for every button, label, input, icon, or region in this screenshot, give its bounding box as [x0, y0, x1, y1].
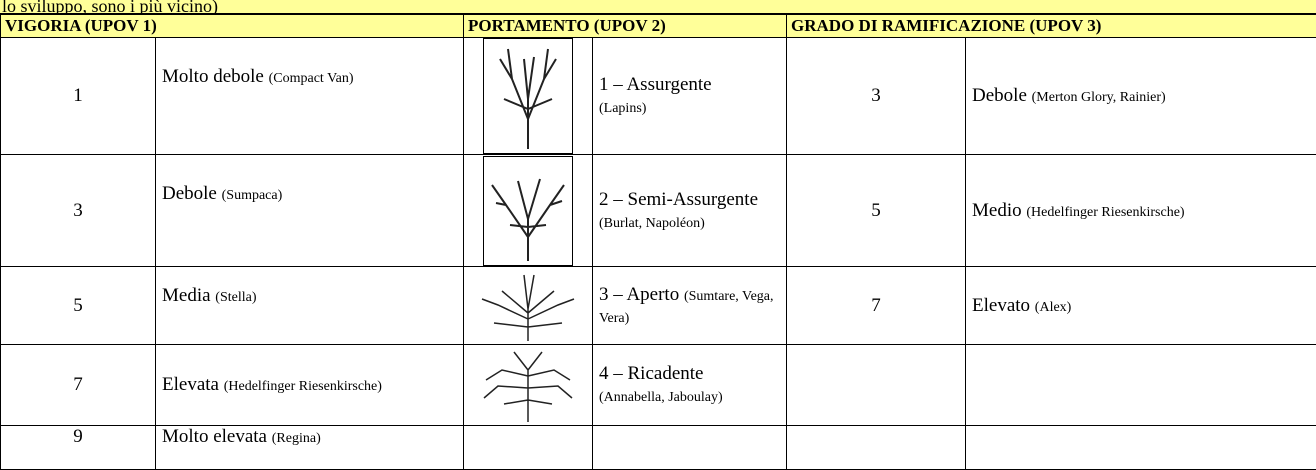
score: 1: [0, 37, 156, 155]
example: (Alex): [1034, 299, 1072, 315]
empty-cell: [591, 425, 788, 470]
empty-cell: [965, 344, 1316, 426]
label: Molto elevata: [162, 426, 267, 447]
score: 3: [786, 37, 967, 155]
score: 9: [0, 425, 156, 470]
cell: Media (Stella): [155, 266, 464, 345]
label: 2 – Semi-Assurgente: [599, 188, 759, 210]
label: Elevata: [162, 374, 219, 395]
tree-icon: [483, 155, 573, 266]
label: 4 – Ricadente: [599, 363, 704, 384]
image-cell: [463, 154, 593, 267]
tree-icon: [483, 38, 573, 154]
cell: 4 – Ricadente (Annabella, Jaboulay): [591, 344, 788, 426]
empty-cell: [463, 425, 593, 470]
example: (Sumpaca): [221, 188, 283, 203]
cell: Elevato (Alex): [965, 266, 1316, 345]
cell: Debole (Merton Glory, Rainier): [965, 37, 1316, 155]
label: 1 – Assurgente: [599, 74, 712, 95]
image-cell: [463, 266, 593, 345]
example: (Lapins): [599, 101, 647, 116]
empty-cell: [786, 425, 967, 470]
cell: Debole (Sumpaca): [155, 154, 464, 267]
example: (Burlat, Napoléon): [599, 215, 705, 231]
example: (Sumtare, Vega, Vera): [599, 288, 774, 326]
cell: Medio (Hedelfinger Riesenkirsche): [965, 154, 1316, 267]
score: 7: [786, 266, 967, 345]
header: PORTAMENTO (UPOV 2): [462, 14, 788, 38]
label: Debole: [972, 85, 1027, 106]
header: VIGORIA (UPOV 1): [0, 14, 464, 38]
example: (Regina): [271, 431, 321, 446]
cell: Elevata (Hedelfinger Riesenkirsche): [155, 344, 464, 426]
label: Debole: [162, 183, 217, 204]
empty-cell: [965, 425, 1316, 470]
label: Media: [162, 285, 211, 306]
example: (Compact Van): [268, 71, 354, 86]
example: (Merton Glory, Rainier): [1031, 90, 1166, 105]
example: (Stella): [215, 290, 257, 305]
image-cell: [463, 37, 593, 155]
example: (Hedelfinger Riesenkirsche): [223, 379, 382, 394]
tree-icon: [481, 274, 575, 341]
label: Molto debole: [162, 66, 264, 87]
label: Elevato: [972, 294, 1031, 316]
image-cell: [463, 344, 593, 426]
table: VIGORIA (UPOV 1) PORTAMENTO (UPOV 2) GRA…: [0, 14, 1316, 470]
tree-icon: [483, 351, 573, 422]
label: Medio: [972, 199, 1022, 221]
score: 3: [0, 154, 156, 267]
empty-cell: [786, 344, 967, 426]
cell: 2 – Semi-Assurgente (Burlat, Napoléon): [591, 154, 788, 267]
score: 5: [786, 154, 967, 267]
example: (Hedelfinger Riesenkirsche): [1026, 204, 1185, 220]
example: (Annabella, Jaboulay): [599, 390, 723, 405]
cell: 3 – Aperto (Sumtare, Vega, Vera): [591, 266, 788, 345]
score: 7: [0, 344, 156, 426]
header: GRADO DI RAMIFICAZIONE (UPOV 3): [786, 14, 1316, 38]
cell: Molto elevata (Regina): [155, 425, 464, 470]
cell: Molto debole (Compact Van): [155, 37, 464, 155]
label: 3 – Aperto: [599, 283, 680, 305]
intro-text: lo sviluppo, sono i più vicino): [0, 0, 1316, 14]
cell: 1 – Assurgente (Lapins): [591, 37, 788, 155]
score: 5: [0, 266, 156, 345]
